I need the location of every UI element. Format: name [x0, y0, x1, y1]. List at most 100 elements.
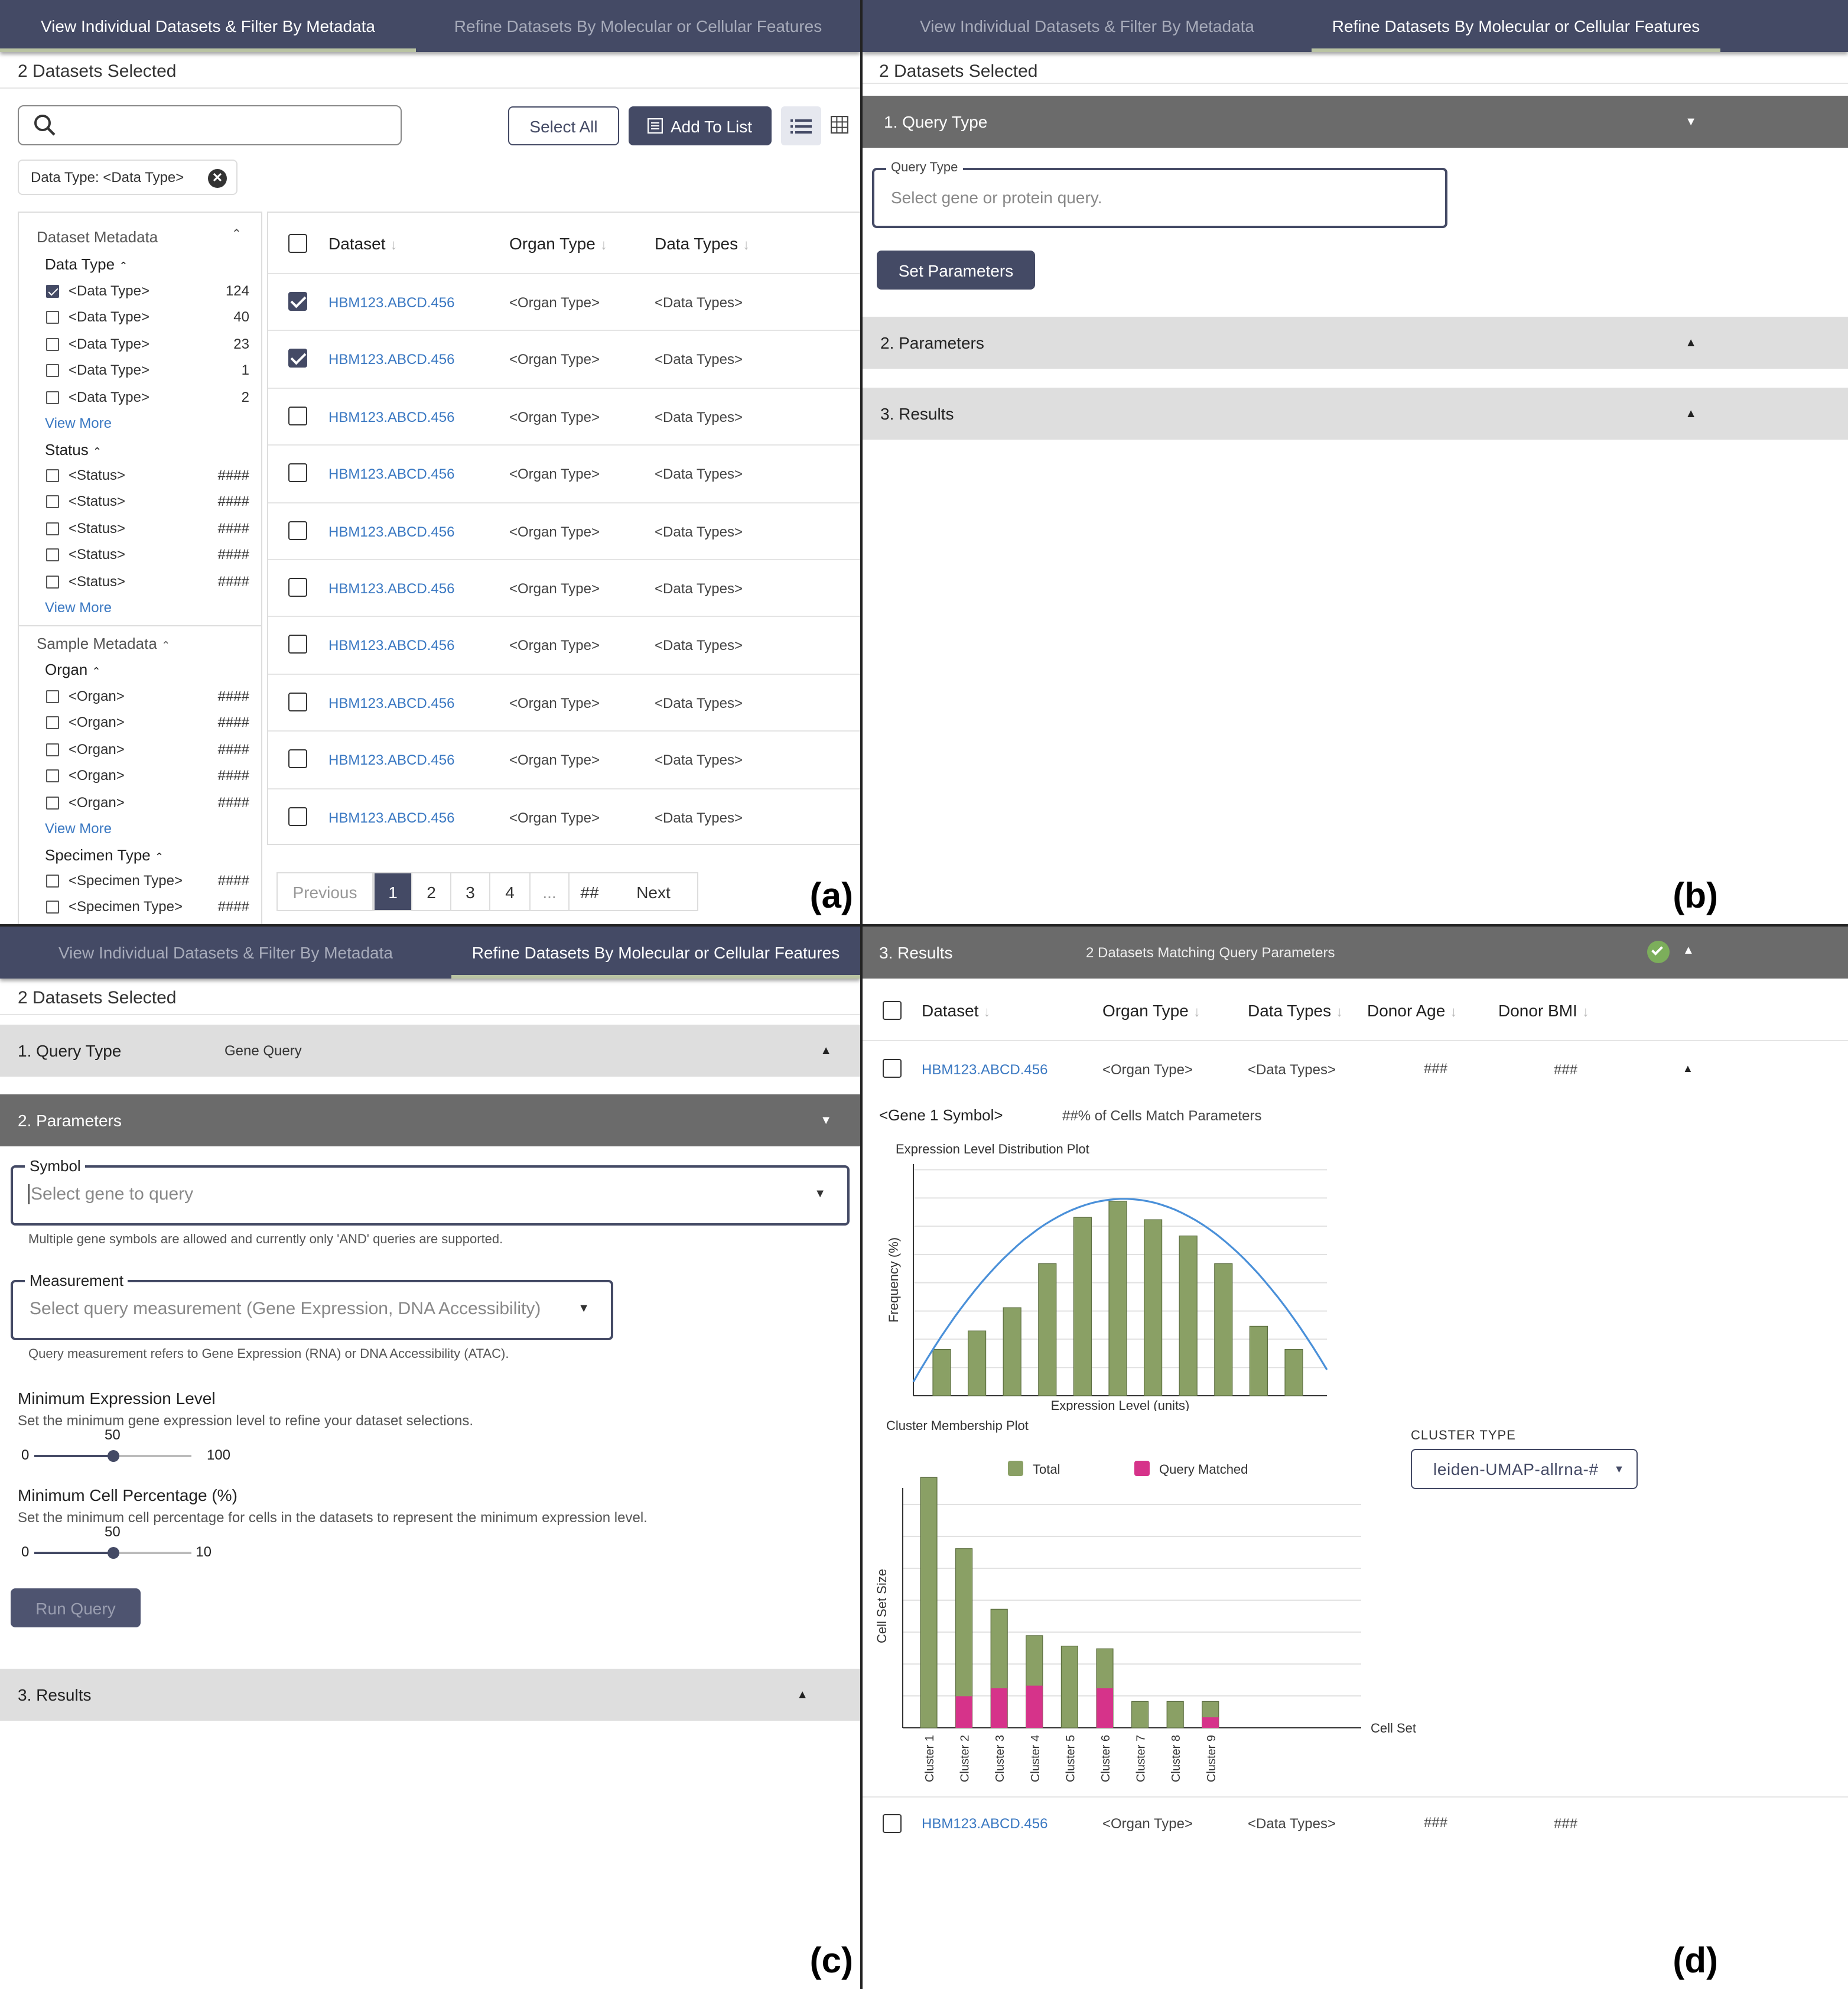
results-header[interactable]: 3. Results 2 Datasets Matching Query Par…: [863, 927, 1848, 979]
table-row[interactable]: HBM123.ABCD.456 <Organ Type> <Data Types>: [268, 559, 860, 616]
column-header-dataset[interactable]: Dataset ↓: [922, 1001, 991, 1020]
specimen-type-facet-title[interactable]: Specimen Type ⌃: [45, 846, 164, 864]
search-input[interactable]: [18, 105, 402, 145]
table-row[interactable]: HBM123.ABCD.456 <Organ Type> <Data Types…: [863, 1040, 1848, 1087]
facet-checkbox[interactable]: [46, 337, 59, 351]
results-section[interactable]: 3. Results ▲: [0, 1669, 860, 1721]
tab-view-individual[interactable]: View Individual Datasets & Filter By Met…: [58, 943, 393, 962]
dataset-link[interactable]: HBM123.ABCD.456: [328, 466, 455, 483]
row-checkbox[interactable]: [288, 578, 307, 597]
sample-metadata-heading[interactable]: Sample Metadata ⌃: [37, 635, 171, 652]
facet-checkbox[interactable]: [46, 769, 59, 783]
facet-checkbox[interactable]: [46, 469, 59, 482]
row-checkbox[interactable]: [288, 807, 307, 826]
close-icon[interactable]: ✕: [208, 169, 227, 188]
query-type-section[interactable]: 1. Query Type ▼: [863, 96, 1848, 148]
dataset-link[interactable]: HBM123.ABCD.456: [328, 580, 455, 597]
column-header-donor-bmi[interactable]: Donor BMI ↓: [1498, 1001, 1589, 1020]
facet-option[interactable]: <Specimen Type> ####: [46, 896, 249, 920]
table-row[interactable]: HBM123.ABCD.456 <Organ Type> <Data Types>: [268, 444, 860, 501]
facet-option[interactable]: <Data Type> 124: [46, 280, 249, 304]
facet-option[interactable]: <Data Type> 40: [46, 307, 249, 330]
facet-option[interactable]: <Organ> ####: [46, 765, 249, 788]
facet-checkbox[interactable]: [46, 575, 59, 589]
page-number-button[interactable]: ##: [580, 882, 599, 901]
dataset-link[interactable]: HBM123.ABCD.456: [328, 294, 455, 311]
page-number-button[interactable]: 2: [412, 873, 451, 910]
grid-view-button[interactable]: [830, 115, 850, 135]
table-row[interactable]: HBM123.ABCD.456 <Organ Type> <Data Types>: [268, 673, 860, 730]
column-header-donor-age[interactable]: Donor Age ↓: [1367, 1001, 1457, 1020]
query-type-section[interactable]: 1. Query Type Gene Query ▲: [0, 1025, 860, 1077]
select-all-checkbox[interactable]: [288, 234, 307, 253]
facet-option[interactable]: <Status> ####: [46, 464, 249, 488]
add-to-list-button[interactable]: Add To List: [629, 106, 772, 145]
status-facet-title[interactable]: Status ⌃: [45, 441, 102, 459]
column-header-data-types[interactable]: Data Types ↓: [655, 234, 750, 253]
view-more-link[interactable]: View More: [45, 415, 112, 431]
page-number-button[interactable]: 4: [490, 873, 531, 910]
facet-checkbox[interactable]: [46, 311, 59, 324]
dataset-link[interactable]: HBM123.ABCD.456: [922, 1061, 1048, 1078]
column-header-organ[interactable]: Organ Type ↓: [509, 234, 607, 253]
data-type-facet-title[interactable]: Data Type ⌃: [45, 255, 128, 273]
row-checkbox[interactable]: [288, 463, 307, 483]
facet-checkbox[interactable]: [46, 364, 59, 378]
row-checkbox[interactable]: [288, 692, 307, 711]
previous-page-button[interactable]: Previous: [278, 873, 373, 910]
row-checkbox[interactable]: [288, 521, 307, 540]
symbol-select[interactable]: Symbol Select gene to query ▼: [11, 1157, 850, 1226]
column-header-data-types[interactable]: Data Types ↓: [1248, 1001, 1343, 1020]
chevron-up-icon[interactable]: ⌃: [232, 228, 242, 241]
table-row[interactable]: HBM123.ABCD.456 <Organ Type> <Data Types…: [863, 1796, 1848, 1853]
facet-checkbox[interactable]: [46, 901, 59, 914]
table-row[interactable]: HBM123.ABCD.456 <Organ Type> <Data Types>: [268, 616, 860, 673]
min-cell-pct-slider[interactable]: 0 50 10: [18, 1523, 212, 1569]
facet-checkbox[interactable]: [46, 743, 59, 756]
tab-refine[interactable]: Refine Datasets By Molecular or Cellular…: [1312, 0, 1720, 52]
set-parameters-button[interactable]: Set Parameters: [877, 251, 1035, 290]
slider-thumb[interactable]: [107, 1450, 119, 1462]
dataset-link[interactable]: HBM123.ABCD.456: [328, 408, 455, 425]
run-query-button[interactable]: Run Query: [11, 1588, 141, 1627]
facet-checkbox[interactable]: [46, 796, 59, 810]
facet-checkbox[interactable]: [46, 285, 59, 298]
table-row[interactable]: HBM123.ABCD.456 <Organ Type> <Data Types>: [268, 730, 860, 787]
facet-option[interactable]: <Status> ####: [46, 570, 249, 594]
slider-thumb[interactable]: [107, 1547, 119, 1559]
facet-option[interactable]: <Status> ####: [46, 544, 249, 567]
page-number-button[interactable]: 1: [373, 873, 412, 910]
view-more-link[interactable]: View More: [45, 599, 112, 616]
tab-view-individual[interactable]: View Individual Datasets & Filter By Met…: [920, 17, 1254, 35]
tab-refine[interactable]: Refine Datasets By Molecular or Cellular…: [451, 927, 860, 979]
facet-checkbox[interactable]: [46, 548, 59, 562]
select-all-checkbox[interactable]: [883, 1001, 902, 1020]
facet-option[interactable]: <Organ> ####: [46, 791, 249, 815]
organ-facet-title[interactable]: Organ ⌃: [45, 661, 101, 678]
dataset-link[interactable]: HBM123.ABCD.456: [328, 809, 455, 826]
row-checkbox[interactable]: [288, 349, 307, 368]
row-checkbox[interactable]: [288, 635, 307, 654]
query-type-select[interactable]: Query Type Select gene or protein query.: [872, 161, 1447, 228]
dataset-link[interactable]: HBM123.ABCD.456: [328, 694, 455, 711]
facet-option[interactable]: <Data Type> 2: [46, 386, 249, 410]
facet-checkbox[interactable]: [46, 522, 59, 535]
row-checkbox[interactable]: [288, 406, 307, 425]
facet-option[interactable]: <Data Type> 23: [46, 333, 249, 357]
tab-view-individual[interactable]: View Individual Datasets & Filter By Met…: [0, 0, 416, 52]
facet-option[interactable]: <Organ> ####: [46, 685, 249, 709]
table-row[interactable]: HBM123.ABCD.456 <Organ Type> <Data Types>: [268, 502, 860, 558]
dataset-link[interactable]: HBM123.ABCD.456: [922, 1815, 1048, 1832]
cluster-type-select[interactable]: leiden-UMAP-allrna-# ▼: [1411, 1449, 1638, 1489]
list-view-button[interactable]: [781, 106, 821, 145]
facet-checkbox[interactable]: [46, 716, 59, 730]
facet-option[interactable]: <Organ> ####: [46, 739, 249, 762]
min-expression-slider[interactable]: 0 50 100: [18, 1426, 230, 1473]
facet-option[interactable]: <Status> ####: [46, 518, 249, 541]
column-header-dataset[interactable]: Dataset ↓: [328, 234, 398, 253]
table-row[interactable]: HBM123.ABCD.456 <Organ Type> <Data Types>: [268, 273, 860, 330]
row-checkbox[interactable]: [883, 1059, 902, 1078]
dataset-link[interactable]: HBM123.ABCD.456: [328, 752, 455, 769]
caret-up-icon[interactable]: ▲: [1683, 1062, 1693, 1074]
facet-option[interactable]: <Data Type> 1: [46, 359, 249, 383]
